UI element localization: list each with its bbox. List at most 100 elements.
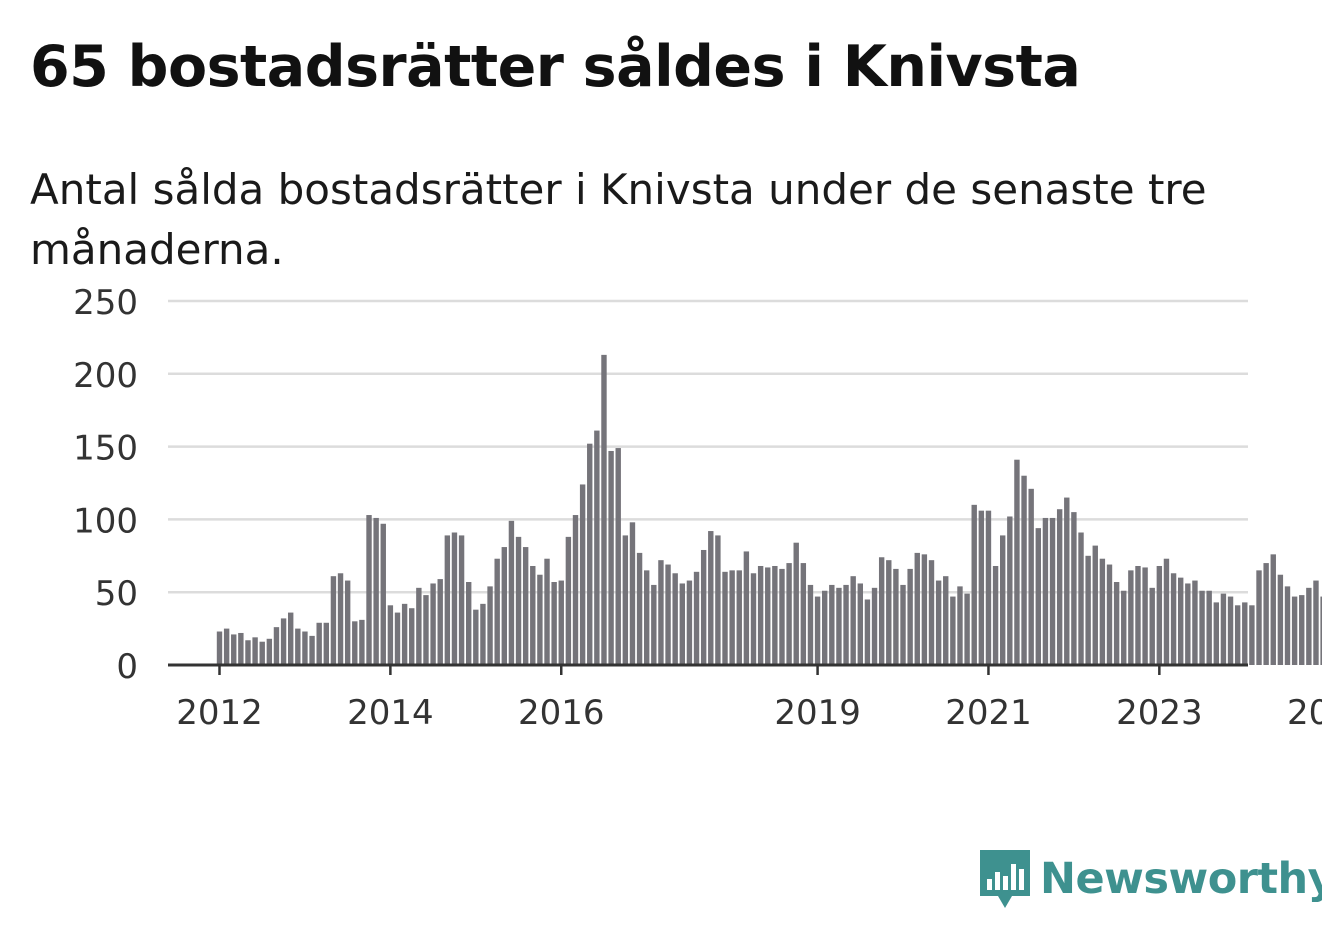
bar [409, 608, 415, 665]
bar [280, 618, 287, 665]
newsworthy-logo: Newsworthy [980, 850, 1322, 908]
x-axis: 2012 2014 2016 2019 2021 2023 2025 [168, 663, 1322, 733]
bar [480, 603, 486, 665]
bar [544, 558, 550, 665]
bar [487, 586, 493, 665]
bar [829, 584, 835, 665]
bar [914, 552, 920, 665]
bar [1256, 570, 1262, 665]
bar [964, 593, 970, 665]
bar [772, 565, 778, 665]
bars [216, 354, 1322, 665]
bar [259, 641, 265, 665]
bar [1192, 580, 1198, 665]
bar [786, 563, 792, 665]
bar [1000, 535, 1006, 665]
bar [451, 532, 458, 665]
bar [323, 622, 329, 665]
bar [473, 609, 479, 665]
bar [458, 535, 465, 665]
bar [629, 522, 636, 665]
bar [551, 582, 557, 665]
bar [444, 535, 451, 665]
bar [1021, 475, 1027, 665]
bar [878, 557, 885, 665]
bar [1099, 558, 1106, 665]
y-tick-label: 250 [73, 283, 138, 323]
bar [615, 448, 621, 665]
bar [1056, 509, 1063, 665]
bar [893, 568, 899, 665]
bar [394, 612, 401, 665]
bar [636, 552, 643, 665]
bar [1163, 558, 1170, 665]
bar [907, 568, 913, 665]
y-tick-label: 150 [73, 429, 138, 469]
y-tick-label: 0 [116, 647, 138, 687]
bar [1306, 587, 1312, 665]
bar [1042, 517, 1049, 665]
bar [985, 510, 992, 665]
bar [466, 582, 472, 665]
bar [387, 605, 394, 665]
bar [1178, 577, 1184, 665]
bar [1291, 596, 1298, 665]
bar [1064, 497, 1070, 665]
bar [765, 567, 771, 665]
bar [679, 583, 685, 665]
bar [757, 565, 764, 665]
bar [352, 621, 358, 665]
bar [515, 536, 522, 665]
bar [309, 635, 315, 665]
bar [401, 603, 408, 665]
bar [522, 547, 529, 665]
bar [1270, 554, 1276, 665]
bar [344, 580, 351, 665]
bar [1014, 459, 1020, 665]
bar [572, 515, 579, 665]
bar [935, 580, 942, 665]
gridlines [168, 299, 1248, 594]
bar [1078, 532, 1084, 665]
bar [814, 596, 821, 665]
bar [743, 551, 750, 665]
bar [288, 612, 294, 665]
bar [437, 579, 443, 665]
bar [779, 568, 785, 665]
bar [971, 504, 977, 665]
bar [736, 570, 742, 665]
bar [601, 354, 607, 665]
bar [1227, 596, 1234, 665]
bar [1242, 602, 1248, 665]
bar [579, 484, 586, 665]
bar [359, 619, 365, 665]
bar [886, 560, 892, 665]
bar [715, 535, 721, 665]
bar [651, 584, 657, 665]
bar [1007, 516, 1013, 665]
bar [302, 631, 308, 665]
bar [565, 536, 572, 665]
bar [416, 587, 422, 665]
bar [1156, 565, 1163, 665]
chart-subtitle: Antal sålda bostadsrätter i Knivsta unde… [30, 165, 1207, 274]
y-tick-label: 100 [73, 501, 138, 541]
bar [1142, 567, 1148, 665]
bar [693, 571, 700, 665]
bar [238, 632, 244, 665]
bar [273, 627, 280, 665]
bar [708, 531, 714, 665]
x-tick-label: 2016 [518, 693, 605, 733]
newsworthy-logo-text: Newsworthy [1040, 854, 1322, 904]
bar [1299, 595, 1305, 665]
bar [430, 583, 436, 665]
bar [1249, 605, 1255, 665]
bar [1313, 580, 1319, 665]
bar [686, 580, 693, 665]
bar [672, 573, 678, 665]
bar [245, 640, 251, 665]
newsworthy-logo-icon [980, 850, 1030, 908]
bar [1170, 573, 1177, 665]
chart-title: 65 bostadsrätter såldes i Knivsta [30, 34, 1081, 100]
bar [1121, 590, 1127, 665]
